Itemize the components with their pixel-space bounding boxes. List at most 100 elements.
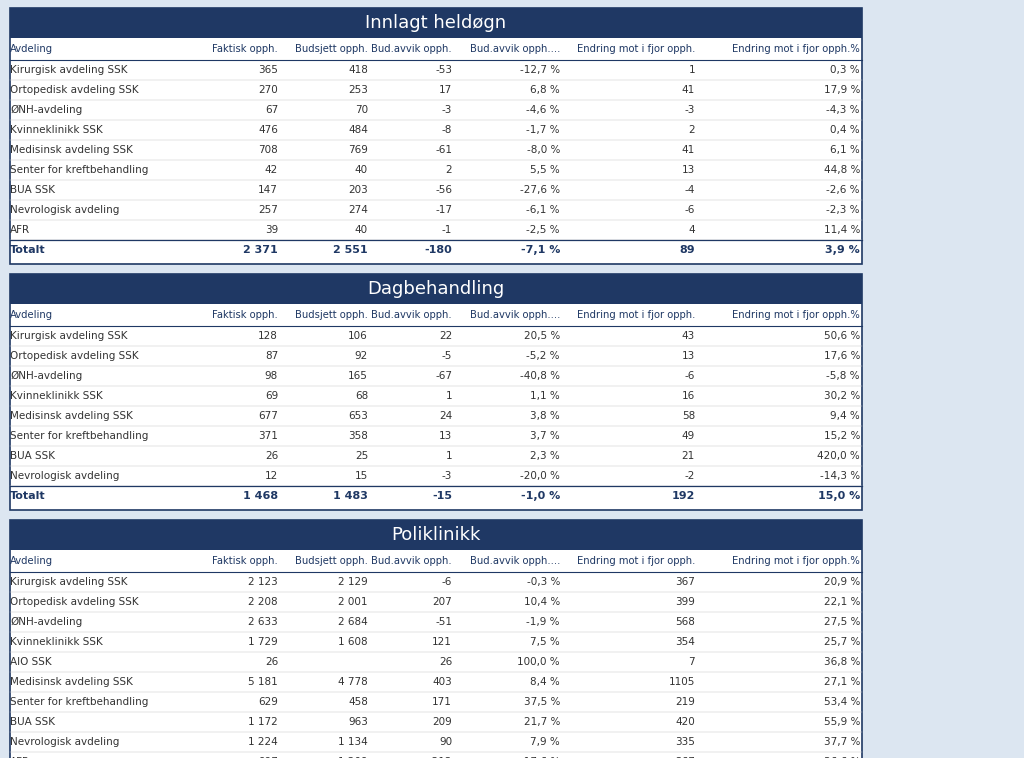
Text: 207: 207: [432, 597, 452, 607]
Text: 1 483: 1 483: [333, 491, 368, 501]
Text: -5,2 %: -5,2 %: [526, 351, 560, 361]
Text: 0,3 %: 0,3 %: [830, 65, 860, 75]
Text: 22: 22: [438, 331, 452, 341]
Text: 92: 92: [354, 351, 368, 361]
Text: 100,0 %: 100,0 %: [517, 657, 560, 667]
Text: 7,5 %: 7,5 %: [530, 637, 560, 647]
Text: 997: 997: [258, 757, 278, 758]
Bar: [10, 274, 862, 304]
Text: 128: 128: [258, 331, 278, 341]
Text: 2: 2: [445, 165, 452, 175]
Text: 5 181: 5 181: [248, 677, 278, 687]
Text: 7,9 %: 7,9 %: [530, 737, 560, 747]
Text: Budsjett opph.: Budsjett opph.: [295, 44, 368, 54]
Text: 21: 21: [682, 451, 695, 461]
Text: -1,9 %: -1,9 %: [526, 617, 560, 627]
Text: Kvinneklinikk SSK: Kvinneklinikk SSK: [10, 125, 102, 135]
Text: Kirurgisk avdeling SSK: Kirurgisk avdeling SSK: [10, 65, 128, 75]
Text: Avdeling: Avdeling: [10, 44, 53, 54]
Text: 2 001: 2 001: [339, 597, 368, 607]
Text: -2,6 %: -2,6 %: [826, 185, 860, 195]
Text: -6: -6: [685, 371, 695, 381]
Text: 17: 17: [438, 85, 452, 95]
Text: 55,9 %: 55,9 %: [823, 717, 860, 727]
Text: 26: 26: [265, 657, 278, 667]
Text: 6,1 %: 6,1 %: [830, 145, 860, 155]
Text: Poliklinikk: Poliklinikk: [391, 526, 480, 544]
Text: 420: 420: [675, 717, 695, 727]
Text: -6: -6: [685, 205, 695, 215]
Text: 209: 209: [432, 717, 452, 727]
Text: -2,5 %: -2,5 %: [526, 225, 560, 235]
Text: BUA SSK: BUA SSK: [10, 717, 55, 727]
Text: 9,4 %: 9,4 %: [830, 411, 860, 421]
Text: 367: 367: [675, 577, 695, 587]
Text: -8,0 %: -8,0 %: [526, 145, 560, 155]
Text: 50,6 %: 50,6 %: [823, 331, 860, 341]
Text: Ortopedisk avdeling SSK: Ortopedisk avdeling SSK: [10, 85, 138, 95]
Text: AFR: AFR: [10, 757, 30, 758]
Text: -4,3 %: -4,3 %: [826, 105, 860, 115]
Text: Kirurgisk avdeling SSK: Kirurgisk avdeling SSK: [10, 331, 128, 341]
Text: Kvinneklinikk SSK: Kvinneklinikk SSK: [10, 391, 102, 401]
Text: 37,7 %: 37,7 %: [823, 737, 860, 747]
Text: 354: 354: [675, 637, 695, 647]
Text: -4,6 %: -4,6 %: [526, 105, 560, 115]
Text: 8,4 %: 8,4 %: [530, 677, 560, 687]
Text: 42: 42: [265, 165, 278, 175]
Text: 20,9 %: 20,9 %: [823, 577, 860, 587]
Bar: [10, 274, 862, 510]
Text: 6,8 %: 6,8 %: [530, 85, 560, 95]
Text: Nevrologisk avdeling: Nevrologisk avdeling: [10, 205, 120, 215]
Text: -40,8 %: -40,8 %: [520, 371, 560, 381]
Text: Endring mot i fjor opph.%: Endring mot i fjor opph.%: [732, 556, 860, 566]
Text: Bud.avvik opph.: Bud.avvik opph.: [372, 44, 452, 54]
Text: Senter for kreftbehandling: Senter for kreftbehandling: [10, 697, 148, 707]
Text: -6,1 %: -6,1 %: [526, 205, 560, 215]
Text: 58: 58: [682, 411, 695, 421]
Text: 43: 43: [682, 331, 695, 341]
Text: Nevrologisk avdeling: Nevrologisk avdeling: [10, 737, 120, 747]
Text: 1: 1: [445, 451, 452, 461]
Text: 40: 40: [355, 165, 368, 175]
Text: -15: -15: [432, 491, 452, 501]
Text: 0,4 %: 0,4 %: [830, 125, 860, 135]
Text: 16: 16: [682, 391, 695, 401]
Text: Avdeling: Avdeling: [10, 310, 53, 320]
Text: 2 371: 2 371: [244, 245, 278, 255]
Text: 253: 253: [348, 85, 368, 95]
Text: 12: 12: [265, 471, 278, 481]
Text: 365: 365: [258, 65, 278, 75]
Text: Faktisk opph.: Faktisk opph.: [212, 44, 278, 54]
Text: 26: 26: [265, 451, 278, 461]
Text: 2 633: 2 633: [248, 617, 278, 627]
Text: AIO SSK: AIO SSK: [10, 657, 51, 667]
Text: -0,3 %: -0,3 %: [526, 577, 560, 587]
Text: 53,4 %: 53,4 %: [823, 697, 860, 707]
Text: -3: -3: [685, 105, 695, 115]
Text: 37,5 %: 37,5 %: [523, 697, 560, 707]
Text: Avdeling: Avdeling: [10, 556, 53, 566]
Text: 4 778: 4 778: [338, 677, 368, 687]
Text: ØNH-avdeling: ØNH-avdeling: [10, 617, 82, 627]
Text: AFR: AFR: [10, 225, 30, 235]
Bar: [10, 520, 862, 758]
Text: -67: -67: [435, 371, 452, 381]
Text: Totalt: Totalt: [10, 491, 46, 501]
Text: 2 208: 2 208: [249, 597, 278, 607]
Text: 27,5 %: 27,5 %: [823, 617, 860, 627]
Text: 403: 403: [432, 677, 452, 687]
Text: 13: 13: [682, 165, 695, 175]
Text: 677: 677: [258, 411, 278, 421]
Text: 653: 653: [348, 411, 368, 421]
Text: 27,1 %: 27,1 %: [823, 677, 860, 687]
Text: 24: 24: [438, 411, 452, 421]
Text: 1 468: 1 468: [243, 491, 278, 501]
Text: 4: 4: [688, 225, 695, 235]
Text: ØNH-avdeling: ØNH-avdeling: [10, 105, 82, 115]
Text: 44,8 %: 44,8 %: [823, 165, 860, 175]
Text: 418: 418: [348, 65, 368, 75]
Text: 49: 49: [682, 431, 695, 441]
Text: 568: 568: [675, 617, 695, 627]
Text: 458: 458: [348, 697, 368, 707]
